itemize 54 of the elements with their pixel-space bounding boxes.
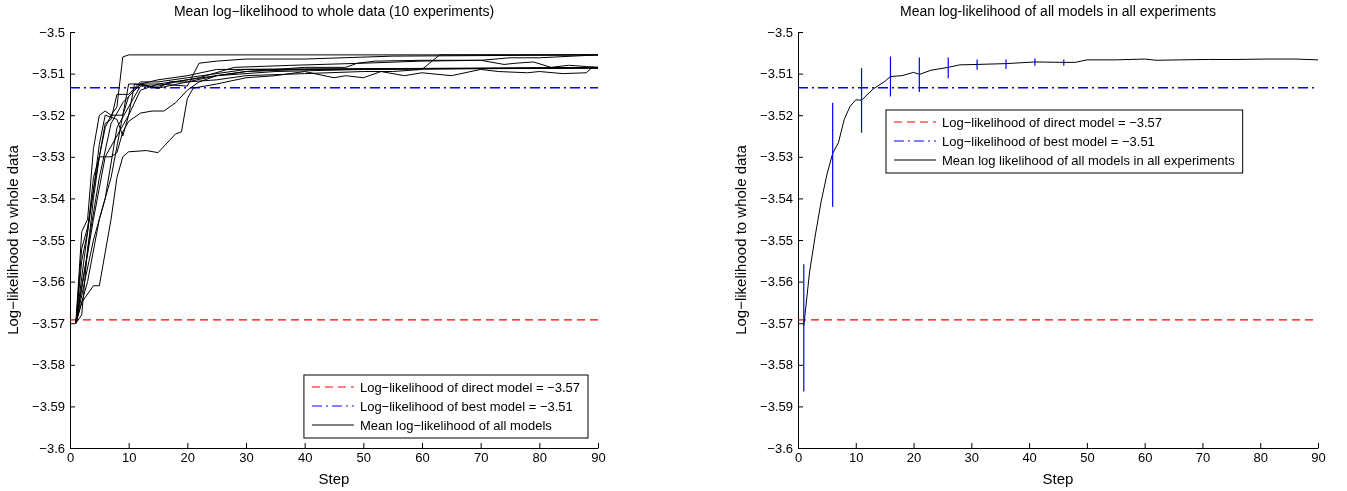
legend-label: Log−likelihood of direct model = −3.57	[942, 115, 1163, 130]
x-tick-label: 50	[356, 450, 372, 466]
y-tick-label: −3.51	[32, 66, 65, 82]
x-tick-label: 50	[1080, 450, 1095, 466]
y-tick-label: −3.54	[760, 191, 793, 207]
y-tick-label: −3.53	[760, 149, 793, 165]
legend-label: Mean log likelihood of all models in all experiments	[942, 153, 1236, 168]
y-tick-label: −3.51	[760, 66, 793, 82]
y-tick-label: −3.52	[760, 107, 793, 123]
x-tick-label: 90	[591, 450, 606, 466]
x-tick-label: 80	[1253, 450, 1268, 466]
x-tick-label: 60	[1137, 450, 1153, 466]
legend-label: Log−likelihood of direct model = −3.57	[359, 380, 580, 395]
x-tick-label: 70	[473, 450, 489, 466]
x-tick-label: 40	[297, 450, 313, 466]
x-tick-label: 60	[415, 450, 430, 466]
x-tick-label: 20	[906, 450, 922, 466]
x-axis-title: Step	[318, 470, 350, 487]
x-tick-label: 80	[532, 450, 548, 466]
y-tick-label: −3.6	[767, 440, 793, 456]
chart-title: Mean log-likelihood of all models in all experiments	[900, 3, 1216, 19]
x-axis-title: Step	[1042, 470, 1074, 487]
x-tick-label: 10	[121, 450, 137, 466]
legend-label: Mean log−likelihood of all models	[359, 418, 553, 433]
y-tick-label: −3.58	[32, 357, 65, 373]
y-tick-label: −3.5	[39, 24, 65, 40]
y-tick-label: −3.56	[32, 274, 65, 290]
y-tick-label: −3.6	[39, 440, 65, 456]
y-tick-label: −3.55	[760, 232, 793, 248]
y-tick-label: −3.55	[32, 232, 65, 248]
y-tick-label: −3.58	[760, 357, 793, 373]
y-tick-label: −3.57	[760, 315, 793, 331]
x-tick-label: 20	[180, 450, 196, 466]
x-tick-label: 0	[66, 450, 75, 466]
y-axis-title: Log−likelihood to whole data	[732, 144, 749, 335]
chart-title: Mean log−likelihood to whole data (10 experiments)	[173, 3, 495, 19]
x-tick-label: 70	[1195, 450, 1211, 466]
legend-label: Log−likelihood of best model = −3.51	[942, 134, 1155, 149]
x-tick-label: 30	[239, 450, 254, 466]
y-tick-label: −3.59	[760, 399, 793, 415]
y-tick-label: −3.5	[767, 24, 793, 40]
y-tick-label: −3.57	[32, 315, 65, 331]
x-tick-label: 0	[794, 450, 803, 466]
y-tick-label: −3.59	[32, 399, 65, 415]
y-tick-label: −3.54	[32, 191, 65, 207]
x-tick-label: 40	[1022, 450, 1037, 466]
y-axis-title: Log−likelihood to whole data	[4, 144, 21, 335]
x-tick-label: 90	[1311, 450, 1326, 466]
x-tick-label: 10	[849, 450, 864, 466]
x-tick-label: 30	[964, 450, 980, 466]
y-tick-label: −3.52	[32, 107, 65, 123]
y-tick-label: −3.53	[32, 149, 65, 165]
legend-label: Log−likelihood of best model = −3.51	[359, 399, 573, 414]
y-tick-label: −3.56	[760, 274, 793, 290]
